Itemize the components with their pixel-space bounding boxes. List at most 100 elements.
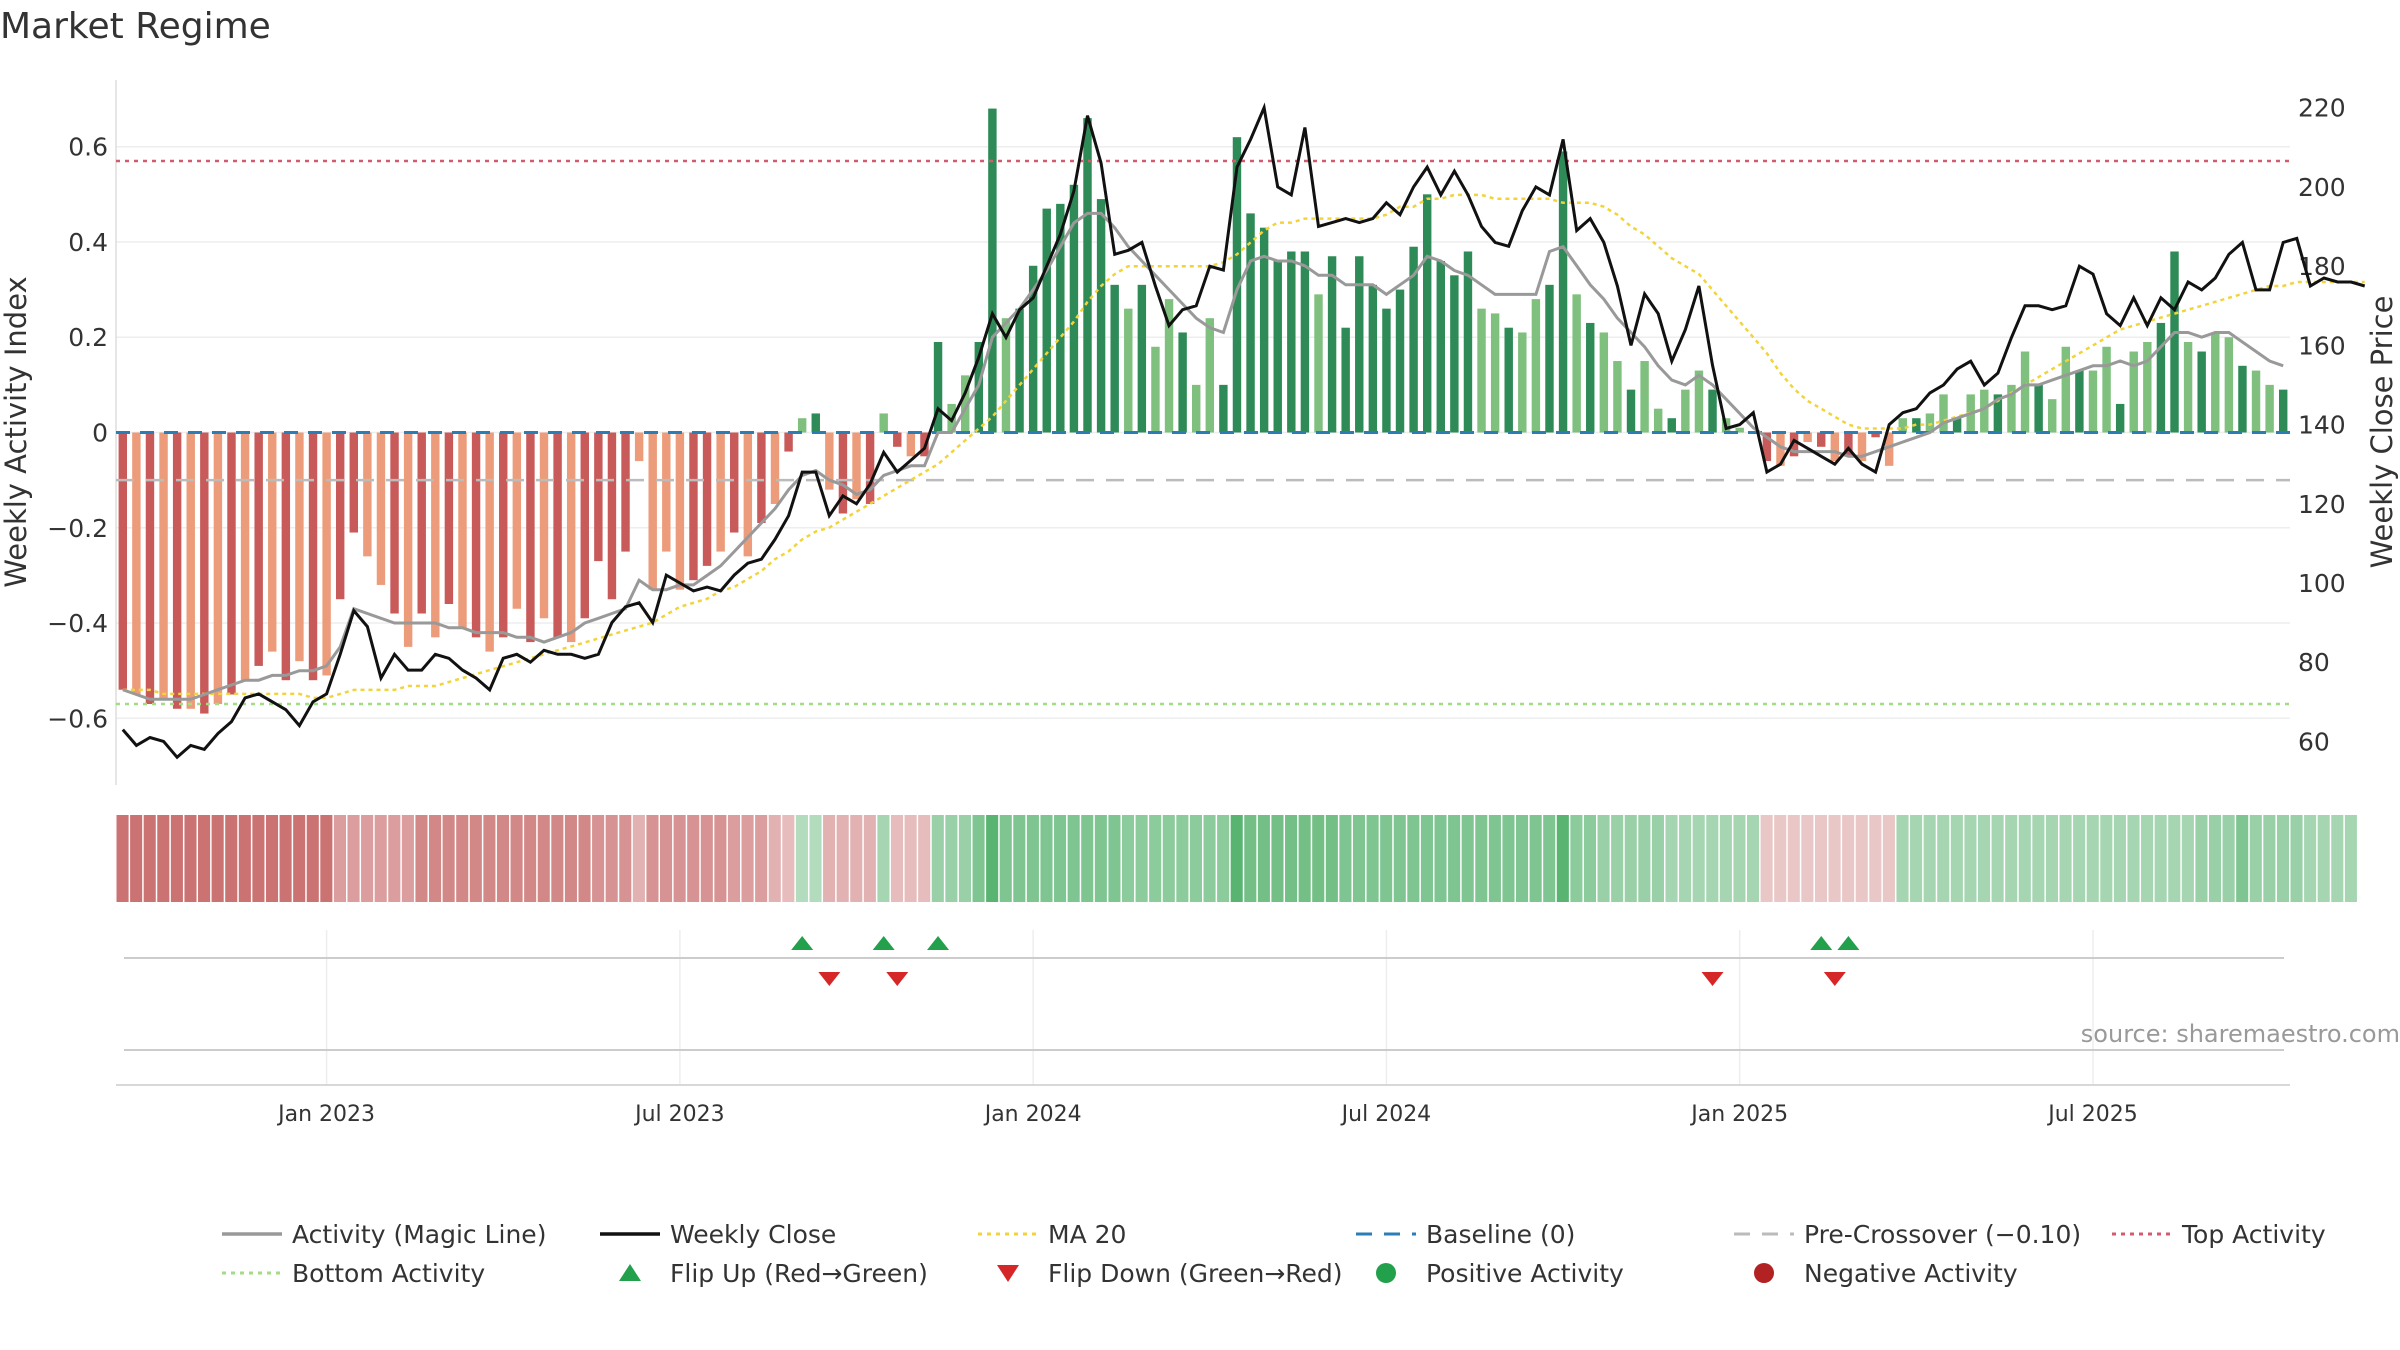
regime-strip-cell: [1121, 815, 1135, 902]
activity-bar: [1613, 361, 1622, 433]
activity-bar: [1857, 432, 1867, 462]
regime-strip-cell: [1896, 815, 1909, 902]
regime-strip-cell: [1475, 815, 1488, 902]
regime-strip-cell: [361, 815, 374, 902]
activity-bar: [1327, 256, 1337, 433]
activity-bar: [757, 432, 766, 524]
regime-strip-cell: [1570, 815, 1583, 902]
activity-bar: [621, 432, 630, 552]
regime-strip-cell: [333, 815, 346, 902]
legend-dot-icon: [1376, 1263, 1396, 1283]
activity-bar: [961, 375, 970, 433]
regime-strip-cell: [999, 815, 1012, 902]
activity-bar: [1803, 432, 1812, 443]
flip-down-marker: [886, 972, 909, 986]
x-tick-label: Jul 2025: [2046, 1102, 2138, 1127]
regime-strip-cell: [2249, 815, 2262, 902]
regime-strip-cell: [1882, 815, 1895, 902]
legend-item: Positive Activity: [1376, 1259, 1624, 1288]
legend-item: MA 20: [978, 1220, 1126, 1249]
regime-strip-cell: [972, 815, 985, 902]
activity-bar: [702, 432, 712, 566]
activity-bar: [1178, 332, 1187, 433]
activity-bar: [933, 341, 943, 433]
y-left-tick-label: 0: [92, 419, 108, 448]
regime-strip-cell: [1285, 815, 1298, 902]
activity-bar: [254, 432, 263, 666]
y-right-tick-label: 220: [2298, 94, 2346, 123]
regime-strip-cell: [1135, 815, 1148, 902]
activity-bar: [1368, 284, 1378, 433]
magic-line: [122, 211, 2284, 701]
activity-bar: [2251, 370, 2261, 433]
activity-bar: [1599, 332, 1609, 433]
activity-bar: [1069, 184, 1079, 433]
activity-bar: [1083, 118, 1092, 433]
regime-strip-cell: [1923, 815, 1936, 902]
regime-strip-cell: [2045, 815, 2059, 902]
regime-strip-cell: [687, 815, 700, 902]
activity-bar: [403, 432, 413, 647]
regime-strip-cell: [1692, 815, 1705, 902]
regime-strip-cell: [496, 815, 510, 902]
regime-strip-cell: [2154, 815, 2167, 902]
activity-bar: [2224, 337, 2234, 433]
regime-strip-cell: [1461, 815, 1474, 902]
activity-bar: [1694, 370, 1704, 433]
activity-bar: [879, 413, 888, 433]
regime-strip-cell: [2344, 815, 2357, 902]
regime-strip-cell: [2113, 815, 2126, 902]
regime-strip-cell: [1937, 815, 1950, 902]
activity-bar: [159, 432, 168, 700]
regime-strip-cell: [238, 815, 251, 902]
regime-strip-cell: [1325, 815, 1338, 902]
activity-bar: [634, 432, 644, 462]
activity-bar: [335, 432, 345, 600]
regime-strip-cell: [1842, 815, 1855, 902]
activity-bar: [308, 432, 318, 681]
activity-bar: [1205, 318, 1215, 433]
regime-strip-cell: [727, 815, 741, 902]
legend-item: Flip Down (Green→Red): [997, 1259, 1343, 1288]
regime-strip-cell: [714, 815, 727, 902]
activity-bar: [2183, 341, 2193, 433]
x-tick-label: Jan 2024: [983, 1102, 1082, 1127]
activity-bar: [797, 418, 807, 433]
activity-bar: [1477, 308, 1486, 433]
activity-bar: [1164, 299, 1174, 433]
regime-strip-cell: [2236, 815, 2249, 902]
regime-strip-cell: [2141, 815, 2154, 902]
source-credit: source: sharemaestro.com: [2080, 1020, 2400, 1048]
regime-strip-cell: [795, 815, 808, 902]
flip-up-marker: [791, 936, 814, 950]
activity-bar: [1096, 199, 1106, 433]
activity-bar: [1422, 194, 1432, 433]
legend-label: Bottom Activity: [292, 1259, 485, 1288]
regime-strip-cell: [320, 815, 333, 902]
y-left-tick-label: 0.2: [68, 323, 108, 352]
regime-strip-cell: [415, 815, 428, 902]
regime-strip-cell: [1855, 815, 1868, 902]
activity-bar: [1871, 432, 1880, 438]
activity-bar: [172, 432, 182, 709]
activity-bar: [1558, 151, 1568, 433]
activity-bar: [689, 432, 698, 581]
activity-bar: [594, 432, 603, 562]
activity-bar: [1993, 394, 2003, 433]
regime-strip-cell: [2005, 815, 2018, 902]
activity-bar: [553, 432, 562, 638]
regime-strip-cell: [945, 815, 958, 902]
regime-strip-cell: [170, 815, 183, 902]
legend-item: Baseline (0): [1356, 1220, 1575, 1249]
regime-strip-cell: [442, 815, 455, 902]
activity-bar: [716, 432, 725, 552]
regime-strip-cell: [1067, 815, 1080, 902]
regime-strip-cell: [1203, 815, 1216, 902]
regime-strip-cell: [1543, 815, 1556, 902]
regime-strip-cell: [1366, 815, 1379, 902]
y-right-tick-label: 120: [2298, 490, 2346, 519]
regime-strip-cell: [1217, 815, 1230, 902]
activity-bar: [132, 432, 141, 695]
activity-bar: [281, 432, 291, 681]
legend-item: Flip Up (Red→Green): [619, 1259, 928, 1288]
